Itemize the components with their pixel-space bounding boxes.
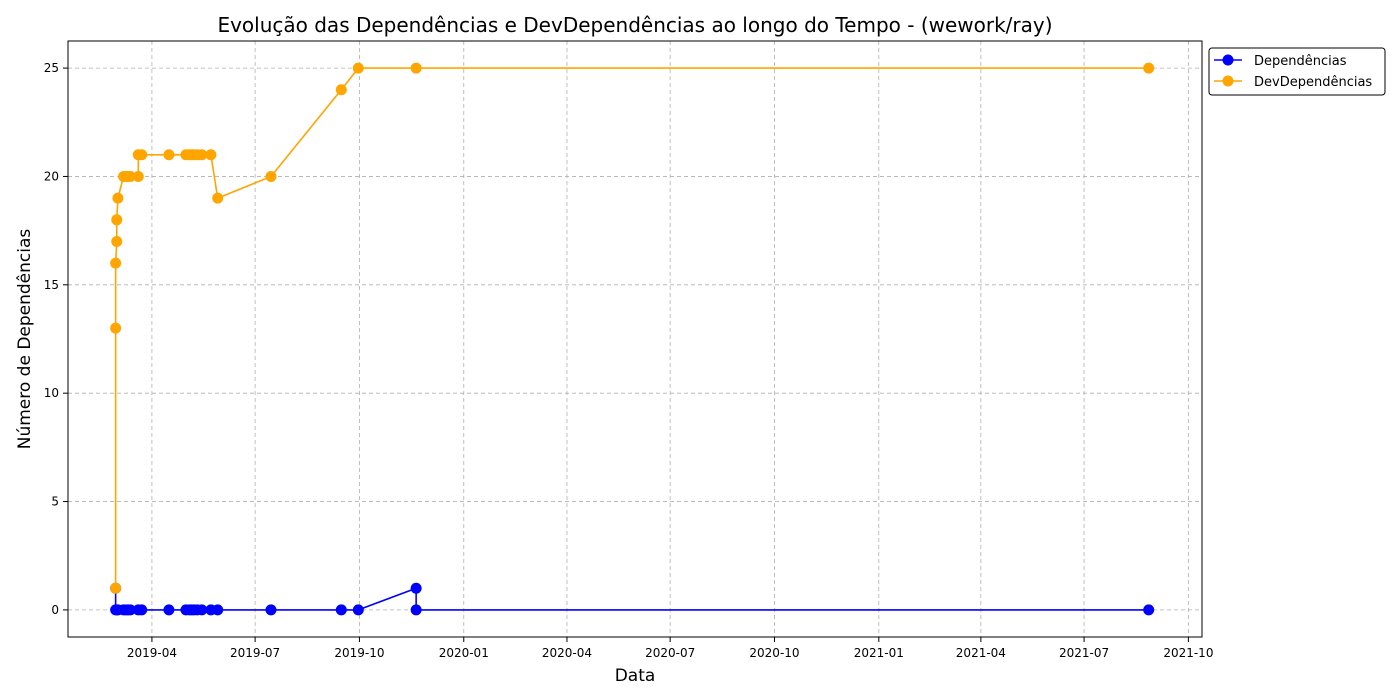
- y-tick-label: 15: [44, 278, 59, 292]
- y-axis-title: Número de Dependências: [15, 229, 35, 450]
- data-point: [112, 192, 124, 204]
- series-1: [110, 582, 1155, 616]
- x-tick-label: 2019-07: [230, 646, 280, 660]
- series-2: [110, 62, 1155, 594]
- x-tick-label: 2020-10: [749, 646, 799, 660]
- data-point: [265, 170, 277, 182]
- data-point: [352, 62, 364, 74]
- x-axis-title: Data: [615, 666, 656, 686]
- legend-marker: [1222, 54, 1234, 66]
- data-point: [352, 604, 364, 616]
- data-point: [132, 170, 144, 182]
- data-point: [124, 170, 136, 182]
- y-tick-label: 5: [51, 495, 59, 509]
- x-tick-label: 2020-01: [439, 646, 489, 660]
- legend-marker: [1222, 75, 1234, 87]
- x-tick-label: 2020-07: [645, 646, 695, 660]
- x-axis: 2019-04 2019-07 2019-10 2020-01 2020-04 2020-…: [127, 637, 1213, 660]
- plot-series: [110, 62, 1155, 616]
- x-tick-label: 2020-04: [542, 646, 592, 660]
- data-point: [163, 604, 175, 616]
- y-axis: 0 5 10 15 20 25: [44, 61, 68, 617]
- x-tick-label: 2021-01: [854, 646, 904, 660]
- y-tick-label: 25: [44, 61, 59, 75]
- x-tick-label: 2019-04: [127, 646, 177, 660]
- data-point: [1143, 604, 1155, 616]
- y-tick-label: 10: [44, 386, 59, 400]
- data-point: [212, 604, 224, 616]
- data-point: [111, 235, 123, 247]
- data-point: [124, 604, 136, 616]
- legend-label: Dependências: [1254, 54, 1347, 69]
- data-point: [196, 149, 208, 161]
- legend-label: DevDependências: [1254, 75, 1372, 90]
- x-tick-label: 2021-10: [1163, 646, 1213, 660]
- y-tick-label: 20: [44, 169, 59, 183]
- data-point: [110, 582, 122, 594]
- data-point: [205, 149, 217, 161]
- x-tick-label: 2019-10: [334, 646, 384, 660]
- data-point: [111, 214, 123, 226]
- data-point: [410, 582, 422, 594]
- data-point: [136, 604, 148, 616]
- y-tick-label: 0: [51, 603, 59, 617]
- data-point: [163, 149, 175, 161]
- data-point: [136, 149, 148, 161]
- data-point: [212, 192, 224, 204]
- x-tick-label: 2021-07: [1059, 646, 1109, 660]
- plot-frame: [67, 40, 1203, 638]
- data-point: [196, 604, 208, 616]
- legend-box: [1208, 47, 1386, 96]
- data-point: [410, 62, 422, 74]
- x-tick-label: 2021-04: [956, 646, 1006, 660]
- data-point: [265, 604, 277, 616]
- legend: Dependências DevDependências: [1208, 47, 1386, 96]
- data-point: [110, 257, 122, 269]
- data-point: [335, 604, 347, 616]
- data-point: [1143, 62, 1155, 74]
- data-point: [410, 604, 422, 616]
- chart-title: Evolução das Dependências e DevDependênc…: [217, 13, 1052, 37]
- data-point: [335, 84, 347, 96]
- data-point: [110, 322, 122, 334]
